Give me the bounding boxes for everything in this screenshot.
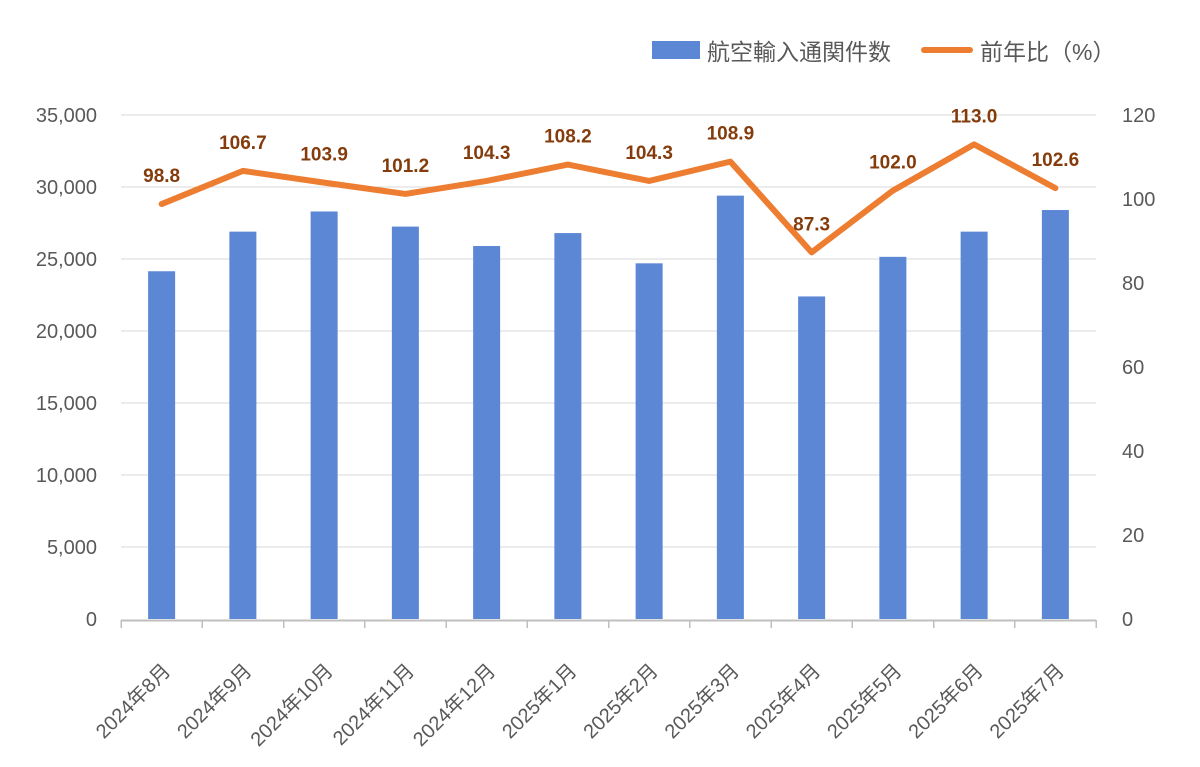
legend: 航空輸入通関件数 前年比（%）: [652, 33, 1115, 67]
bar: [473, 246, 501, 620]
x-axis-category-label: 2024年10月: [246, 659, 338, 751]
line-data-label: 103.9: [300, 145, 348, 166]
bar-series-label: 航空輸入通関件数: [707, 39, 891, 65]
line-data-label: 108.9: [707, 124, 755, 145]
right-axis-tick-label: 100: [1122, 189, 1155, 211]
x-axis-category-label: 2025年7月: [985, 659, 1069, 743]
line-series-label: 前年比（%）: [980, 39, 1116, 65]
line-data-label: 87.3: [793, 214, 830, 235]
bar: [148, 271, 176, 619]
line-data-label: 102.0: [869, 153, 917, 174]
x-axis-category-label: 2025年4月: [741, 659, 825, 743]
line-data-label: 104.3: [463, 143, 511, 164]
right-axis-tick-label: 40: [1122, 441, 1144, 463]
left-axis-tick-label: 25,000: [36, 249, 97, 271]
left-axis-tick-label: 30,000: [36, 177, 97, 199]
line-data-label: 113.0: [951, 106, 998, 127]
left-axis-tick-label: 5,000: [47, 537, 97, 559]
left-axis-tick-label: 0: [86, 609, 97, 631]
right-axis-tick-label: 0: [1122, 609, 1133, 631]
line-data-label: 102.6: [1032, 150, 1080, 171]
bar: [554, 233, 582, 619]
line-data-label: 101.2: [382, 156, 430, 177]
x-axis-category-label: 2024年11月: [328, 659, 419, 750]
x-axis-category-label: 2025年1月: [498, 659, 582, 743]
bar: [229, 231, 257, 619]
legend-item-line: 前年比（%）: [921, 33, 1115, 67]
line-data-label: 108.2: [544, 127, 592, 148]
x-axis-category-label: 2024年12月: [408, 659, 500, 751]
bar-series-swatch-icon: [652, 41, 700, 59]
x-axis-category-label: 2024年9月: [173, 659, 257, 743]
bar: [960, 231, 988, 619]
left-axis-tick-label: 15,000: [36, 393, 97, 415]
bar: [716, 195, 744, 619]
bar: [879, 256, 907, 619]
bar: [1041, 210, 1069, 620]
x-axis-category-label: 2025年2月: [579, 659, 663, 743]
line-data-label: 106.7: [219, 133, 267, 154]
line-series-swatch-icon: [921, 47, 973, 53]
right-axis-tick-label: 20: [1122, 525, 1144, 547]
x-axis-category-label: 2025年5月: [823, 659, 907, 743]
bar: [310, 211, 338, 620]
bar: [391, 226, 419, 619]
yoy-line: [158, 141, 1059, 256]
line-data-label: 98.8: [143, 166, 180, 187]
left-axis-tick-label: 20,000: [36, 321, 97, 343]
line-data-label: 104.3: [625, 143, 673, 164]
left-axis-tick-label: 10,000: [36, 465, 97, 487]
right-axis-tick-label: 80: [1122, 273, 1144, 295]
bar: [798, 296, 826, 619]
bar: [635, 263, 663, 619]
x-axis-category-label: 2025年6月: [904, 659, 988, 743]
left-axis-tick-label: 35,000: [36, 105, 97, 127]
legend-item-bar: 航空輸入通関件数: [652, 33, 891, 67]
x-axis-category-label: 2024年8月: [91, 659, 175, 743]
x-axis-category-label: 2025年3月: [660, 659, 744, 743]
right-axis-tick-label: 120: [1122, 105, 1155, 127]
right-axis-tick-label: 60: [1122, 357, 1144, 379]
